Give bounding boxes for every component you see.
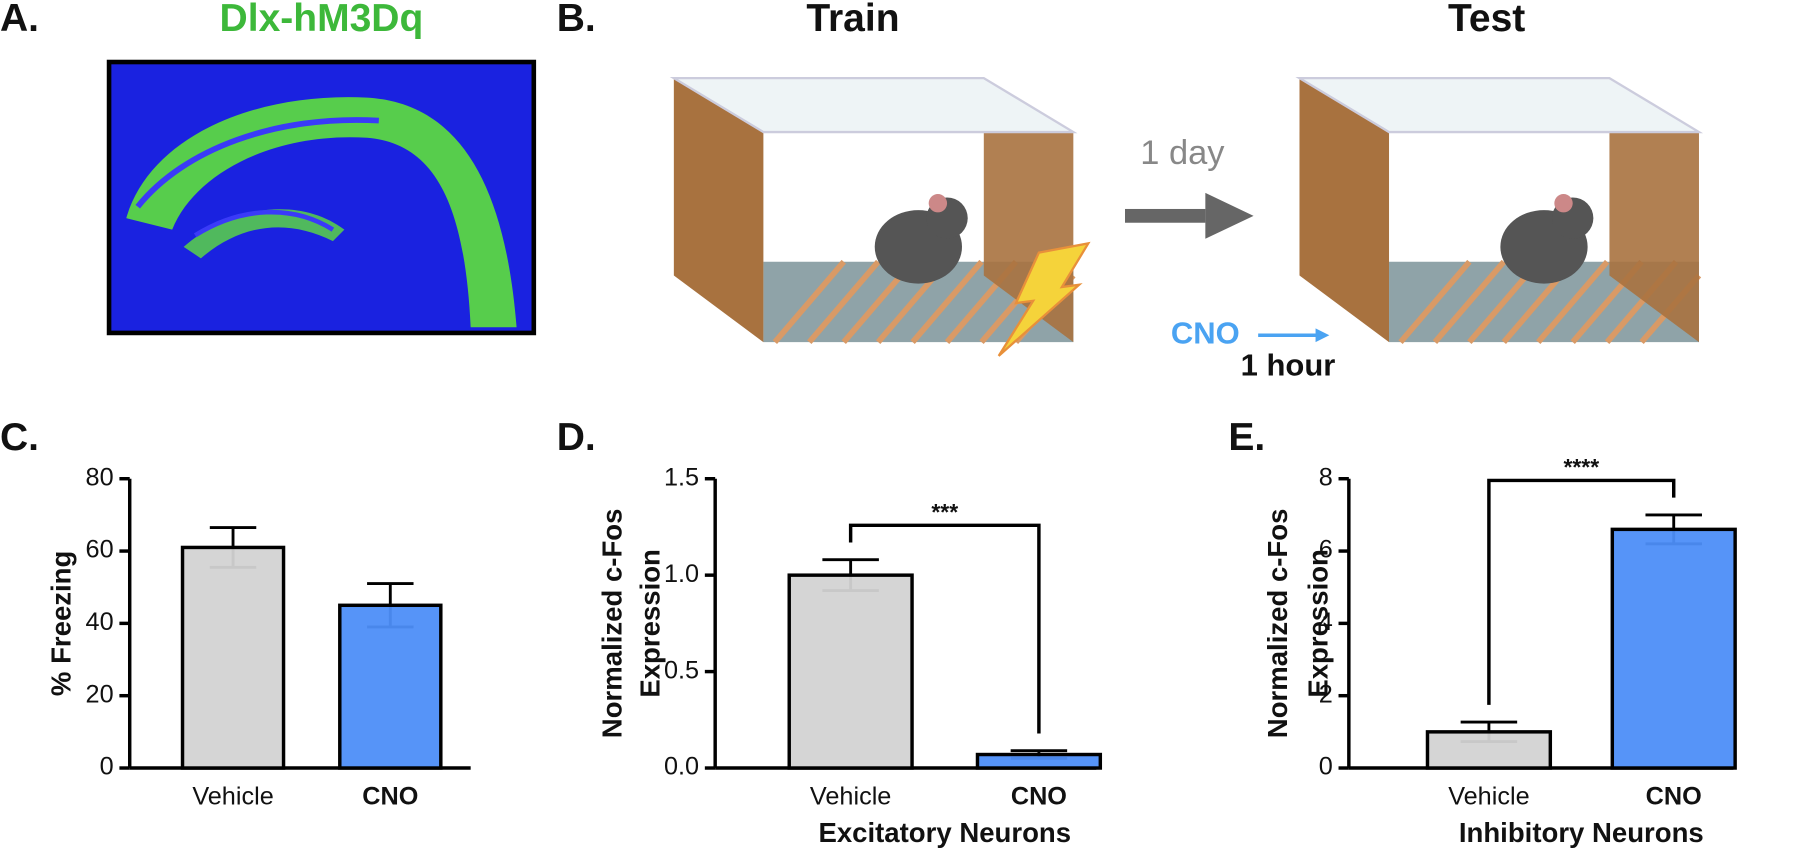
x-tick-label: CNO	[1011, 783, 1067, 811]
significance-bracket	[1487, 478, 1676, 705]
x-tick-label: Vehicle	[810, 783, 891, 811]
x-tick-label: Vehicle	[192, 783, 273, 811]
y-axis-label: % Freezing	[45, 551, 76, 696]
y-tick-label: 0.5	[664, 656, 699, 684]
shock-icon	[997, 241, 1091, 357]
y-axis-label: Normalized c-Fos	[1262, 509, 1293, 739]
cage	[1299, 78, 1698, 342]
x-tick-label: Vehicle	[1448, 783, 1529, 811]
cage	[669, 76, 1078, 344]
y-tick-label: 60	[86, 536, 114, 564]
drug-time: 1 hour	[1241, 348, 1336, 383]
panel-label: C.	[0, 416, 39, 459]
panel-label: D.	[557, 416, 596, 459]
y-tick-label: 6	[1319, 536, 1333, 564]
bar	[1610, 527, 1737, 770]
significance-label: ***	[931, 499, 958, 525]
panel-title: Dlx-hM3Dq	[220, 0, 424, 40]
x-tick-label: CNO	[362, 783, 418, 811]
bar	[338, 603, 443, 770]
y-tick-label: 8	[1319, 463, 1333, 491]
y-tick-label: 1.0	[664, 560, 699, 588]
panel-label: B.	[557, 0, 596, 40]
bar	[787, 573, 914, 770]
y-tick-label: 1.5	[664, 463, 699, 491]
drug-arrow	[1258, 328, 1330, 343]
x-axis-label: Excitatory Neurons	[818, 817, 1071, 848]
y-tick-label: 20	[86, 680, 114, 708]
bar	[1425, 730, 1553, 770]
y-axis-label: Expression	[634, 549, 665, 698]
arrow	[1125, 192, 1254, 239]
x-tick-label: CNO	[1646, 783, 1702, 811]
significance-bracket	[848, 523, 1041, 734]
bar	[975, 752, 1103, 770]
panel-label: A.	[0, 0, 39, 40]
interval-label: 1 day	[1140, 134, 1225, 172]
bar	[180, 545, 286, 770]
panel-label: E.	[1228, 416, 1265, 459]
x-axis-label: Inhibitory Neurons	[1459, 817, 1704, 848]
y-tick-label: 0	[1319, 753, 1333, 781]
test-label: Test	[1448, 0, 1525, 40]
y-tick-label: 2	[1319, 680, 1333, 708]
y-tick-label: 40	[86, 608, 114, 636]
y-tick-label: 80	[86, 463, 114, 491]
y-tick-label: 0.0	[664, 753, 699, 781]
y-tick-label: 0	[100, 753, 114, 781]
micrograph	[106, 59, 537, 336]
y-axis-label: Expression	[1302, 549, 1333, 698]
significance-label: ****	[1563, 454, 1599, 480]
y-tick-label: 4	[1319, 608, 1333, 636]
drug-label: CNO	[1171, 315, 1240, 350]
y-axis-label: Normalized c-Fos	[596, 509, 627, 739]
train-label: Train	[806, 0, 899, 40]
